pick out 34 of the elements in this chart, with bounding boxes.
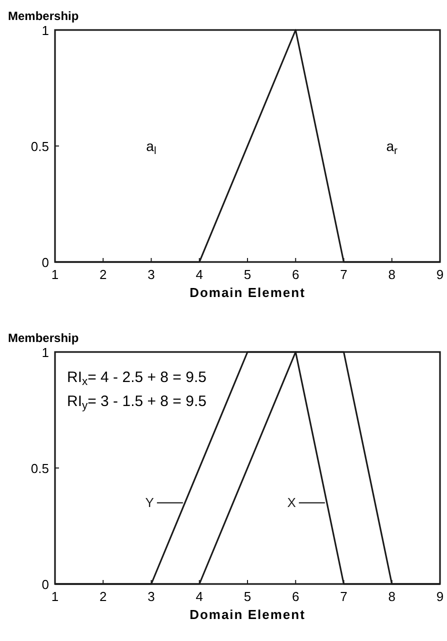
- y-tick-label: 1: [42, 23, 49, 38]
- x-tick-label: 6: [292, 589, 300, 604]
- annotation: a$_{l}$: [146, 138, 156, 158]
- annotation: RI$_{x}$= 4 - 2.5 + 8 = 9.5: [67, 369, 206, 388]
- y-axis-title: Membership: [8, 331, 79, 345]
- x-tick-label: 7: [340, 267, 348, 282]
- x-tick-label: 5: [244, 589, 252, 604]
- x-tick-label: 1: [51, 267, 59, 282]
- legend-label: Y: [145, 494, 154, 510]
- x-tick-label: 1: [51, 589, 59, 604]
- x-tick-label: 4: [196, 267, 203, 282]
- x-tick-label: 3: [148, 267, 155, 282]
- x-tick-label: 8: [388, 589, 396, 604]
- annotation: a$_{r}$: [386, 138, 398, 158]
- x-axis-title: Domain Element: [190, 607, 306, 622]
- x-tick-label: 9: [436, 267, 444, 282]
- x-tick-label: 5: [244, 267, 252, 282]
- x-tick-label: 2: [100, 267, 107, 282]
- y-axis-title: Membership: [8, 9, 79, 23]
- legend-label: X: [287, 494, 296, 510]
- x-tick-label: 2: [100, 589, 107, 604]
- y-tick-label: 1: [42, 345, 49, 360]
- x-tick-label: 8: [388, 267, 396, 282]
- y-tick-label: 0.5: [30, 139, 49, 154]
- y-tick-label: 0: [42, 577, 49, 592]
- x-tick-label: 4: [196, 589, 203, 604]
- annotation: RI$_{y}$= 3 - 1.5 + 8 = 9.5: [67, 393, 206, 412]
- x-tick-label: 3: [148, 589, 155, 604]
- x-tick-label: 7: [340, 589, 348, 604]
- y-tick-label: 0: [42, 255, 49, 270]
- x-axis-title: Domain Element: [190, 285, 306, 300]
- x-tick-label: 6: [292, 267, 300, 282]
- y-tick-label: 0.5: [30, 461, 49, 476]
- x-tick-label: 9: [436, 589, 444, 604]
